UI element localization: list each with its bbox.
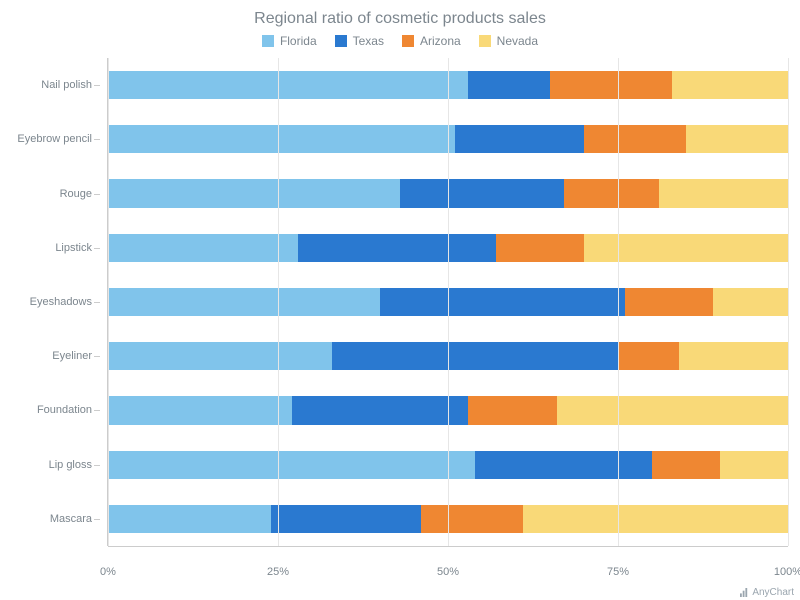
legend-item-texas[interactable]: Texas xyxy=(335,34,384,48)
legend-swatch xyxy=(402,35,414,47)
y-tick-label: Lip gloss xyxy=(49,459,92,471)
chart-title: Regional ratio of cosmetic products sale… xyxy=(0,0,800,28)
legend-label: Nevada xyxy=(497,34,538,48)
y-tick xyxy=(94,85,100,86)
y-tick xyxy=(94,465,100,466)
bar-segment-texas[interactable] xyxy=(298,234,495,262)
legend-label: Arizona xyxy=(420,34,461,48)
bar-segment-nevada[interactable] xyxy=(720,451,788,479)
bar-segment-texas[interactable] xyxy=(400,179,563,207)
x-tick-label: 50% xyxy=(437,566,459,578)
watermark-text: AnyChart xyxy=(752,587,794,598)
y-tick-label: Rouge xyxy=(60,188,92,200)
watermark: AnyChart xyxy=(740,587,794,598)
chart-container: Regional ratio of cosmetic products sale… xyxy=(0,0,800,600)
x-tick-label: 100% xyxy=(774,566,800,578)
y-tick-label: Eyebrow pencil xyxy=(17,133,92,145)
grid-line xyxy=(788,58,789,546)
legend-swatch xyxy=(335,35,347,47)
y-tick-label: Eyeliner xyxy=(52,350,92,362)
bar-segment-nevada[interactable] xyxy=(557,396,788,424)
bar-segment-arizona[interactable] xyxy=(618,342,679,370)
y-tick-label: Eyeshadows xyxy=(30,296,92,308)
x-tick-label: 75% xyxy=(607,566,629,578)
grid-line xyxy=(448,58,449,546)
legend-swatch xyxy=(479,35,491,47)
legend-item-florida[interactable]: Florida xyxy=(262,34,317,48)
grid-line xyxy=(108,58,109,546)
bar-segment-nevada[interactable] xyxy=(523,505,788,533)
y-tick xyxy=(94,302,100,303)
y-tick xyxy=(94,519,100,520)
bar-segment-nevada[interactable] xyxy=(686,125,788,153)
bar-segment-arizona[interactable] xyxy=(652,451,720,479)
bar-segment-arizona[interactable] xyxy=(421,505,523,533)
bar-segment-texas[interactable] xyxy=(455,125,584,153)
bar-segment-arizona[interactable] xyxy=(550,71,672,99)
bar-segment-florida[interactable] xyxy=(108,71,468,99)
bar-segment-arizona[interactable] xyxy=(584,125,686,153)
bar-segment-texas[interactable] xyxy=(271,505,421,533)
bar-segment-florida[interactable] xyxy=(108,179,400,207)
bar-segment-texas[interactable] xyxy=(380,288,625,316)
bar-segment-texas[interactable] xyxy=(332,342,618,370)
legend-swatch xyxy=(262,35,274,47)
y-tick-label: Lipstick xyxy=(55,242,92,254)
bar-segment-florida[interactable] xyxy=(108,125,455,153)
bar-segment-nevada[interactable] xyxy=(713,288,788,316)
y-tick-label: Foundation xyxy=(37,404,92,416)
plot-area xyxy=(108,58,788,568)
bar-segment-florida[interactable] xyxy=(108,288,380,316)
legend-label: Florida xyxy=(280,34,317,48)
x-tick-label: 25% xyxy=(267,566,289,578)
grid-line xyxy=(278,58,279,546)
bar-segment-florida[interactable] xyxy=(108,451,475,479)
legend-item-nevada[interactable]: Nevada xyxy=(479,34,538,48)
bar-segment-texas[interactable] xyxy=(475,451,652,479)
bar-segment-florida[interactable] xyxy=(108,505,271,533)
bar-segment-arizona[interactable] xyxy=(564,179,659,207)
y-tick-label: Mascara xyxy=(50,513,92,525)
legend: Florida Texas Arizona Nevada xyxy=(0,28,800,52)
bar-segment-arizona[interactable] xyxy=(625,288,713,316)
x-tick-label: 0% xyxy=(100,566,116,578)
y-tick xyxy=(94,248,100,249)
y-tick xyxy=(94,139,100,140)
anychart-icon xyxy=(740,588,749,597)
legend-label: Texas xyxy=(353,34,384,48)
bar-segment-florida[interactable] xyxy=(108,396,292,424)
bar-segment-florida[interactable] xyxy=(108,342,332,370)
legend-item-arizona[interactable]: Arizona xyxy=(402,34,461,48)
y-tick xyxy=(94,410,100,411)
bar-segment-arizona[interactable] xyxy=(496,234,584,262)
bar-segment-arizona[interactable] xyxy=(468,396,556,424)
bar-segment-nevada[interactable] xyxy=(659,179,788,207)
y-tick xyxy=(94,194,100,195)
bar-segment-nevada[interactable] xyxy=(672,71,788,99)
y-tick-label: Nail polish xyxy=(41,79,92,91)
x-axis-labels: 0%25%50%75%100% xyxy=(108,566,788,582)
y-tick xyxy=(94,356,100,357)
y-axis-labels: Nail polish Eyebrow pencil Rouge Lipstick Ey… xyxy=(0,58,100,546)
bar-segment-nevada[interactable] xyxy=(584,234,788,262)
grid-line xyxy=(618,58,619,546)
bar-segment-florida[interactable] xyxy=(108,234,298,262)
bar-segment-texas[interactable] xyxy=(468,71,550,99)
bar-segment-nevada[interactable] xyxy=(679,342,788,370)
bar-segment-texas[interactable] xyxy=(292,396,469,424)
